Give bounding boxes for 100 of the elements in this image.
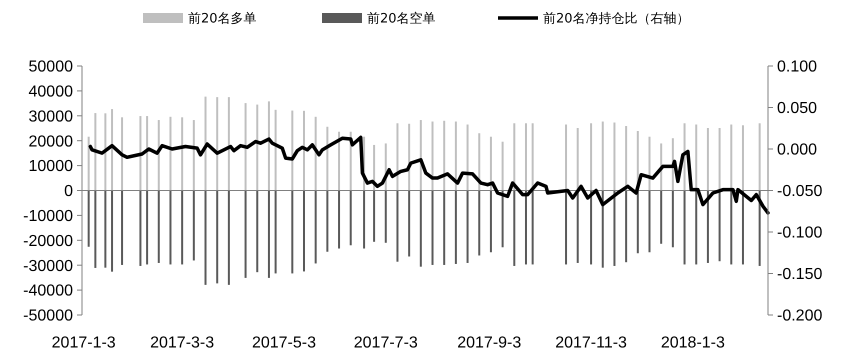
x-tick-label: 2017-7-3 bbox=[354, 334, 418, 352]
bar bbox=[256, 190, 258, 272]
x-tick-label: 2017-1-3 bbox=[52, 334, 116, 352]
bar bbox=[169, 190, 172, 264]
bar bbox=[204, 190, 207, 285]
x-tick-label: 2017-9-3 bbox=[457, 334, 522, 352]
bar bbox=[758, 190, 761, 266]
bar bbox=[742, 190, 744, 264]
bar bbox=[524, 190, 527, 264]
y2-tick-label: -0.100 bbox=[777, 224, 822, 242]
bar bbox=[274, 110, 277, 190]
bar bbox=[244, 190, 247, 278]
bar bbox=[104, 190, 106, 268]
bar bbox=[384, 190, 387, 243]
bar bbox=[139, 116, 142, 190]
bar bbox=[758, 123, 761, 190]
bar bbox=[532, 190, 534, 264]
bar bbox=[302, 110, 305, 190]
x-tick-label: 2018-1-3 bbox=[660, 334, 726, 352]
bar bbox=[590, 123, 592, 190]
bar bbox=[565, 190, 568, 264]
bar bbox=[396, 190, 398, 262]
bar bbox=[314, 190, 317, 264]
bar bbox=[684, 190, 686, 264]
bar bbox=[216, 190, 218, 284]
x-tick-label: 2017-3-3 bbox=[150, 334, 214, 352]
bar bbox=[648, 136, 650, 190]
bar bbox=[454, 122, 457, 190]
bar bbox=[730, 190, 732, 264]
bar bbox=[216, 97, 218, 190]
bar bbox=[576, 190, 579, 263]
y-tick-label: 30000 bbox=[28, 108, 74, 126]
bar bbox=[338, 132, 340, 190]
y-tick-label: 20000 bbox=[28, 133, 74, 150]
bar bbox=[636, 190, 639, 254]
line-series bbox=[88, 136, 770, 215]
bar bbox=[718, 128, 721, 190]
bar bbox=[432, 190, 434, 265]
y-tick-label: -20000 bbox=[23, 232, 74, 250]
bar bbox=[139, 190, 142, 266]
bar bbox=[706, 190, 709, 263]
bar bbox=[121, 117, 124, 190]
bar bbox=[326, 190, 328, 252]
y-tick-label: 0 bbox=[64, 183, 74, 200]
bar bbox=[111, 109, 114, 190]
bar bbox=[104, 113, 106, 190]
bar bbox=[169, 116, 172, 190]
bar bbox=[291, 110, 294, 190]
bar bbox=[718, 190, 721, 262]
bar bbox=[326, 126, 328, 190]
bar bbox=[181, 190, 184, 264]
bar bbox=[420, 190, 422, 267]
bar bbox=[513, 123, 516, 190]
bar bbox=[268, 101, 270, 190]
y2-tick-label: -0.200 bbox=[777, 308, 822, 325]
bar bbox=[274, 190, 277, 274]
bar bbox=[443, 190, 446, 265]
bar bbox=[244, 103, 247, 190]
bar bbox=[158, 190, 160, 263]
bar bbox=[350, 190, 352, 246]
x-tick-label: 2017-11-3 bbox=[555, 334, 628, 352]
y2-tick-label: 0.000 bbox=[777, 142, 818, 159]
bar bbox=[192, 120, 195, 190]
bar bbox=[256, 104, 258, 190]
bar bbox=[443, 120, 446, 190]
bar bbox=[466, 124, 469, 190]
bar bbox=[502, 190, 504, 248]
bar bbox=[228, 97, 230, 190]
y2-tick-label: 0.100 bbox=[777, 58, 818, 76]
bar bbox=[478, 133, 480, 190]
bar bbox=[302, 190, 305, 272]
y-tick-label: -30000 bbox=[23, 258, 74, 275]
y2-tick-label: -0.150 bbox=[777, 266, 822, 284]
bar bbox=[478, 190, 480, 256]
bar bbox=[565, 124, 568, 190]
bar bbox=[146, 116, 148, 190]
bar bbox=[94, 113, 96, 190]
legend-label: 前20名空单 bbox=[367, 12, 436, 27]
x-tick-label: 2017-5-3 bbox=[252, 334, 316, 352]
bar bbox=[408, 190, 410, 256]
bar bbox=[590, 190, 592, 264]
y-tick-label: 10000 bbox=[28, 158, 74, 176]
bar bbox=[204, 96, 207, 190]
bar bbox=[695, 190, 698, 264]
y2-tick-label: -0.050 bbox=[777, 183, 822, 200]
bar bbox=[94, 190, 96, 268]
bar bbox=[648, 190, 650, 252]
bar bbox=[121, 190, 124, 265]
bar bbox=[373, 190, 376, 242]
bar bbox=[291, 190, 294, 274]
bar bbox=[158, 120, 160, 190]
y-tick-label: 40000 bbox=[28, 84, 74, 100]
bar bbox=[502, 142, 504, 190]
bar bbox=[181, 117, 184, 190]
bar bbox=[625, 126, 628, 190]
bar bbox=[268, 190, 270, 278]
bar bbox=[396, 123, 398, 190]
bar bbox=[684, 123, 686, 190]
bar bbox=[625, 190, 628, 262]
bar bbox=[513, 190, 516, 266]
